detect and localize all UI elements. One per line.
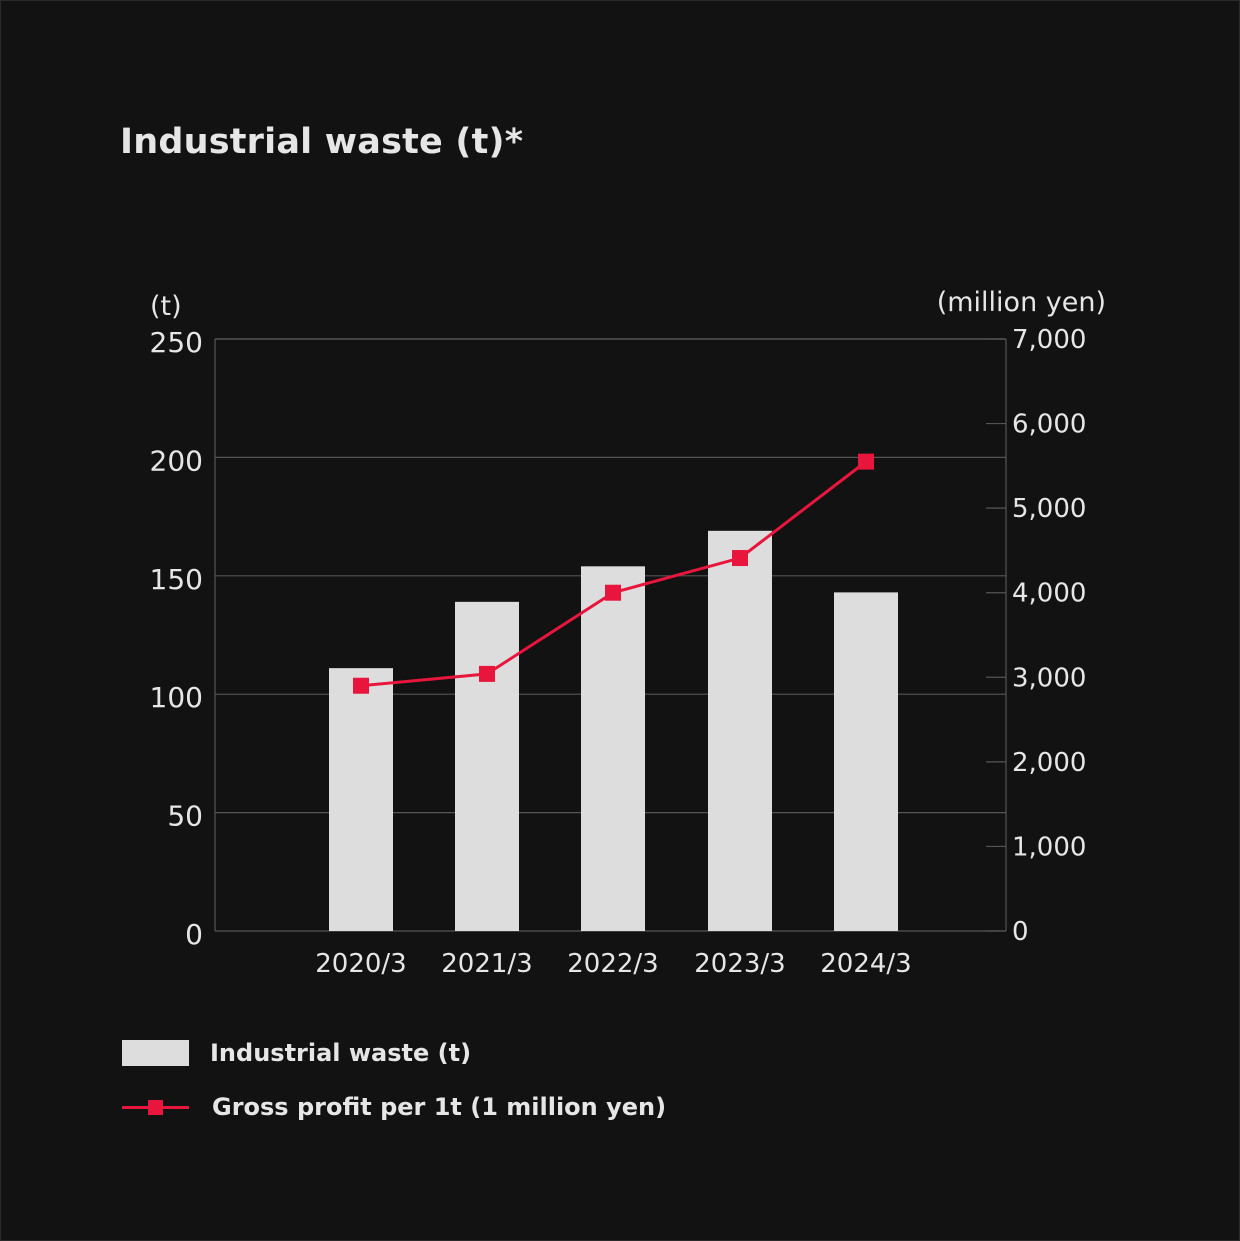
right-tick-label-4000: 4,000	[1012, 579, 1086, 609]
bar-2020-3	[329, 668, 393, 931]
right-axis-unit-label: (million yen)	[937, 287, 1106, 318]
x-tick-label-2023-3: 2023/3	[694, 949, 785, 979]
line-marker-2020-3	[353, 677, 369, 694]
x-tick-label-2022-3: 2022/3	[567, 949, 658, 979]
right-tick-label-1000: 1,000	[1012, 832, 1086, 862]
left-tick-label-0: 0	[185, 918, 203, 951]
chart-title: Industrial waste (t)*	[120, 122, 524, 162]
left-tick-label-150: 150	[150, 563, 203, 596]
x-tick-label-2020-3: 2020/3	[315, 949, 406, 979]
legend-label-gross-profit: Gross profit per 1t (1 million yen)	[212, 1093, 667, 1121]
right-tick-label-5000: 5,000	[1012, 494, 1086, 524]
legend-item-industrial-waste: Industrial waste (t)	[122, 1039, 471, 1067]
line-marker-2023-3	[732, 550, 748, 567]
right-tick-label-0: 0	[1012, 917, 1029, 947]
right-tick-label-7000: 7,000	[1012, 325, 1086, 355]
line-marker-2021-3	[479, 665, 495, 682]
left-tick-label-100: 100	[150, 681, 203, 714]
right-tick-label-3000: 3,000	[1012, 663, 1086, 693]
line-marker-2024-3	[858, 453, 874, 470]
left-tick-label-50: 50	[167, 800, 203, 833]
bar-2023-3	[708, 530, 772, 931]
bar-2021-3	[455, 601, 519, 931]
bar-2022-3	[581, 566, 645, 931]
x-tick-label-2021-3: 2021/3	[441, 949, 532, 979]
legend-item-gross-profit: Gross profit per 1t (1 million yen)	[122, 1093, 666, 1121]
legend-label-industrial-waste: Industrial waste (t)	[210, 1039, 472, 1067]
legend-line-swatch	[122, 1094, 189, 1120]
left-axis-unit-label: (t)	[150, 291, 182, 322]
right-tick-label-6000: 6,000	[1012, 410, 1086, 440]
right-tick-label-2000: 2,000	[1012, 748, 1086, 778]
line-marker-2022-3	[605, 584, 621, 601]
bar-2024-3	[834, 592, 898, 931]
x-tick-label-2024-3: 2024/3	[820, 949, 911, 979]
legend-bar-swatch	[122, 1040, 189, 1066]
left-tick-label-250: 250	[150, 326, 203, 359]
left-tick-label-200: 200	[150, 444, 203, 477]
